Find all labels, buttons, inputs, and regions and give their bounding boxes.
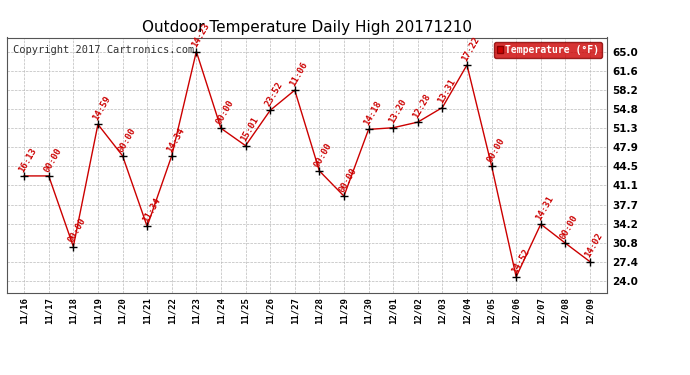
Point [314, 168, 325, 174]
Point [363, 126, 374, 132]
Text: 00:00: 00:00 [559, 213, 580, 241]
Point [117, 153, 128, 159]
Text: 00:00: 00:00 [337, 166, 359, 194]
Point [191, 48, 202, 54]
Text: 14:52: 14:52 [510, 247, 531, 274]
Text: 11:34: 11:34 [141, 196, 161, 224]
Title: Outdoor Temperature Daily High 20171210: Outdoor Temperature Daily High 20171210 [142, 20, 472, 35]
Text: 14:59: 14:59 [91, 94, 112, 122]
Text: 13:31: 13:31 [436, 78, 457, 105]
Text: 14:31: 14:31 [534, 194, 555, 222]
Point [412, 119, 423, 125]
Text: 00:00: 00:00 [215, 98, 235, 126]
Text: 17:22: 17:22 [460, 35, 482, 63]
Point [511, 274, 522, 280]
Point [535, 221, 546, 227]
Text: 12:28: 12:28 [411, 92, 433, 120]
Text: 00:00: 00:00 [67, 216, 88, 244]
Point [240, 142, 251, 148]
Text: Copyright 2017 Cartronics.com: Copyright 2017 Cartronics.com [13, 45, 194, 55]
Text: 23:52: 23:52 [264, 80, 285, 108]
Text: 00:00: 00:00 [313, 141, 334, 169]
Point [43, 173, 55, 179]
Text: 14:34: 14:34 [165, 126, 186, 153]
Point [486, 163, 497, 169]
Text: 00:00: 00:00 [485, 136, 506, 164]
Point [437, 105, 448, 111]
Point [388, 125, 399, 131]
Point [68, 243, 79, 249]
Point [166, 153, 177, 159]
Text: 00:00: 00:00 [116, 126, 137, 153]
Text: 13:20: 13:20 [386, 98, 408, 126]
Text: 15:01: 15:01 [239, 116, 260, 143]
Point [560, 240, 571, 246]
Point [265, 107, 276, 113]
Point [289, 87, 300, 93]
Text: 00:00: 00:00 [42, 146, 63, 174]
Point [141, 224, 152, 230]
Text: 14:18: 14:18 [362, 99, 383, 127]
Point [462, 62, 473, 68]
Point [584, 259, 595, 265]
Legend: Temperature (°F): Temperature (°F) [494, 42, 602, 58]
Text: 14:02: 14:02 [584, 232, 604, 260]
Point [92, 122, 104, 128]
Point [19, 173, 30, 179]
Point [215, 125, 226, 131]
Text: 16:13: 16:13 [17, 146, 39, 174]
Point [338, 193, 349, 199]
Text: 14:23: 14:23 [190, 21, 211, 49]
Text: 11:06: 11:06 [288, 60, 309, 88]
